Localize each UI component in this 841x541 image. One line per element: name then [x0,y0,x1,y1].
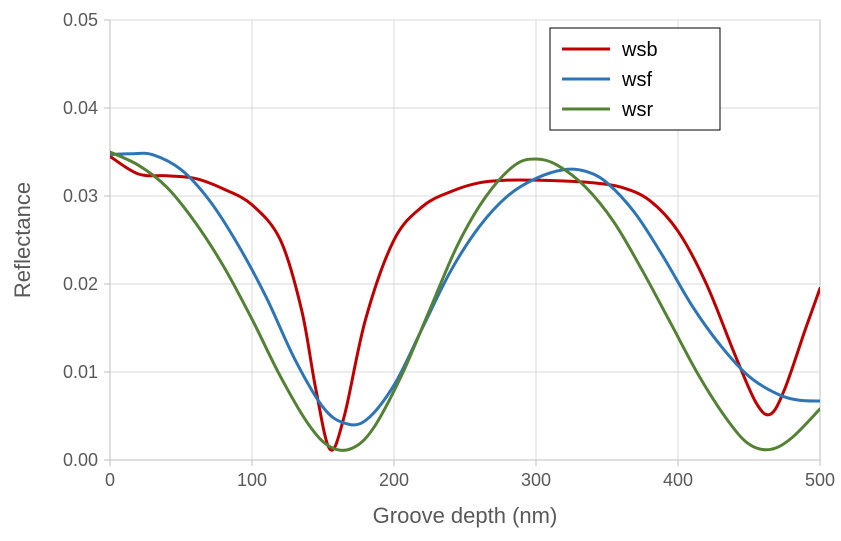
x-tick-label: 500 [805,470,835,490]
y-tick-label: 0.00 [63,450,98,470]
legend-label-wsf: wsf [621,69,652,91]
reflectance-chart: 0.00 0.01 0.02 0.03 0.04 0.05 0 100 200 300 400 500… [0,0,841,541]
x-tick-label: 300 [521,470,551,490]
legend-label-wsr: wsr [621,99,653,121]
y-tick-label: 0.04 [63,98,98,118]
y-axis-label: Reflectance [10,182,35,298]
legend-label-wsb: wsb [621,39,658,61]
y-tick-label: 0.03 [63,186,98,206]
x-tick-label: 100 [237,470,267,490]
y-tick-label: 0.01 [63,362,98,382]
x-tick-label: 0 [105,470,115,490]
chart-svg: 0.00 0.01 0.02 0.03 0.04 0.05 0 100 200 300 400 500… [0,0,841,541]
y-tick-label: 0.02 [63,274,98,294]
x-axis-label: Groove depth (nm) [373,503,558,528]
x-tick-label: 400 [663,470,693,490]
y-tick-label: 0.05 [63,10,98,30]
x-tick-label: 200 [379,470,409,490]
